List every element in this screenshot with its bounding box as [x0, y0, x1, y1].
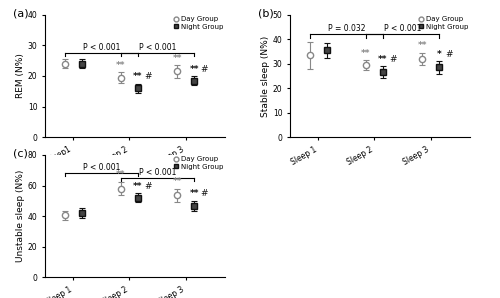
- Text: (b): (b): [258, 9, 274, 19]
- Text: **: **: [116, 60, 126, 69]
- Text: (c): (c): [12, 149, 28, 159]
- Text: **: **: [116, 170, 126, 179]
- Y-axis label: REM (N%): REM (N%): [16, 54, 25, 98]
- Text: **: **: [190, 189, 199, 198]
- Text: P < 0.001: P < 0.001: [384, 24, 421, 33]
- Text: #: #: [144, 72, 152, 81]
- Text: #: #: [389, 55, 396, 64]
- Text: #: #: [200, 65, 208, 74]
- Text: **: **: [133, 182, 142, 191]
- Text: **: **: [378, 55, 388, 64]
- Text: **: **: [172, 177, 182, 186]
- Text: **: **: [361, 49, 370, 58]
- Legend: Day Group, Night Group: Day Group, Night Group: [174, 156, 224, 170]
- Legend: Day Group, Night Group: Day Group, Night Group: [418, 16, 469, 30]
- Y-axis label: Unstable sleep (N%): Unstable sleep (N%): [16, 170, 25, 262]
- Text: P < 0.001: P < 0.001: [82, 43, 120, 52]
- Text: P < 0.001: P < 0.001: [82, 163, 120, 172]
- Text: #: #: [144, 182, 152, 191]
- Y-axis label: Stable sleep (N%): Stable sleep (N%): [261, 35, 270, 117]
- Text: **: **: [190, 65, 199, 74]
- Text: *: *: [436, 50, 442, 59]
- Text: **: **: [418, 41, 427, 50]
- Text: #: #: [200, 189, 208, 198]
- Text: P < 0.001: P < 0.001: [139, 168, 176, 177]
- Text: P = 0.032: P = 0.032: [328, 24, 365, 33]
- Text: **: **: [172, 54, 182, 63]
- Text: #: #: [446, 50, 453, 59]
- Text: (a): (a): [12, 9, 28, 19]
- Text: P < 0.001: P < 0.001: [139, 43, 176, 52]
- Text: **: **: [133, 72, 142, 81]
- Legend: Day Group, Night Group: Day Group, Night Group: [174, 16, 224, 30]
